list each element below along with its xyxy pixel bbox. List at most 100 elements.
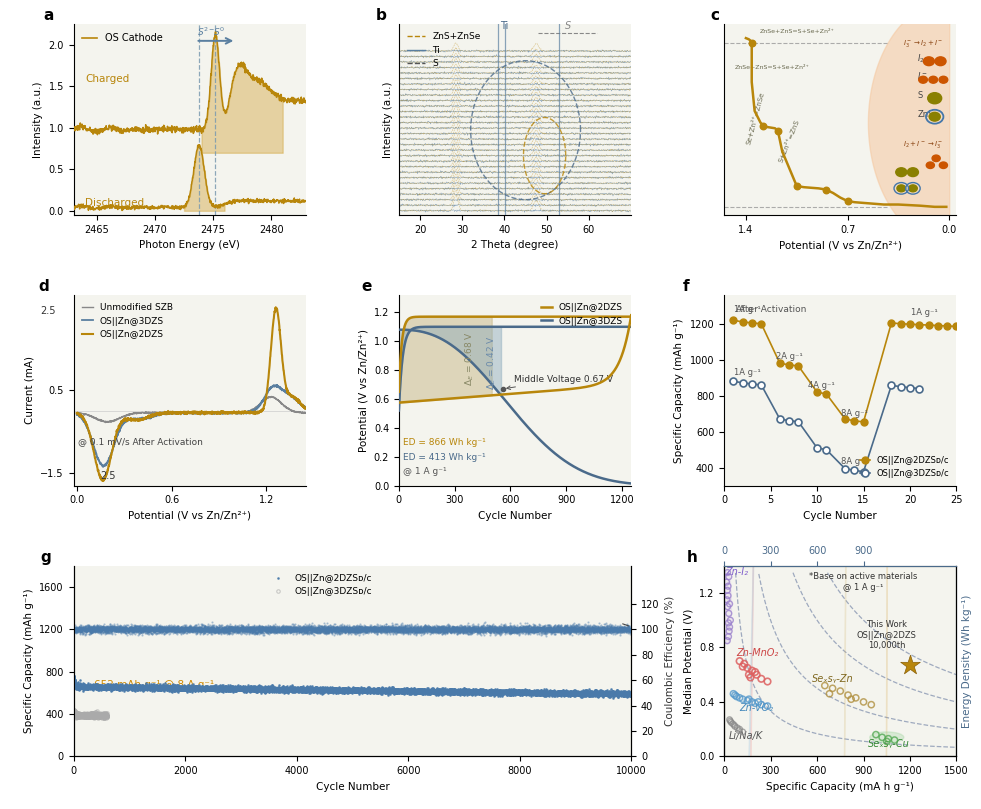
Point [719,593,735,606]
Point [874,731,890,743]
Unmodified SZB [300,408,312,417]
OS||Zn@2DZS [506,311,518,321]
Text: @ 1 A g⁻¹: @ 1 A g⁻¹ [844,583,884,592]
OS||Zn@2DZSᴅ/ᴄ [942,321,954,331]
Point [730,722,746,735]
Text: 2.5: 2.5 [100,472,116,481]
OS||Zn@2DZS [71,409,82,418]
Text: 1A g⁻¹: 1A g⁻¹ [734,305,760,314]
Ellipse shape [724,570,732,644]
OS||Zn@2DZS [500,311,512,321]
OS||Zn@2DZS [300,403,312,413]
OS||Zn@3DZS [110,437,122,447]
Point [719,634,735,647]
Text: $I_3^-$$\rightarrow$$I_2+I^-$: $I_3^-$$\rightarrow$$I_2+I^-$ [903,38,944,49]
Point [744,36,759,49]
Point [721,625,737,637]
Legend: OS Cathode: OS Cathode [78,29,167,47]
OS||Zn@2DZSᴅ/ᴄ [71,681,82,691]
Point [721,616,737,629]
Point [731,724,747,737]
OS||Zn@2DZSᴅ/ᴄ [793,361,804,371]
OS||Zn@3DZS [271,380,283,390]
Point [720,580,736,593]
X-axis label: Potential (V vs Zn/Zn²⁺): Potential (V vs Zn/Zn²⁺) [779,240,902,250]
OS||Zn@3DZSᴅ/ᴄ [83,710,95,720]
Y-axis label: Coulombic Efficiency (%): Coulombic Efficiency (%) [665,596,675,726]
Text: 2.5: 2.5 [40,306,55,316]
OS||Zn@3DZS [499,322,511,332]
X-axis label: Cycle Number: Cycle Number [316,781,389,792]
Point [722,614,738,627]
Point [848,692,863,705]
OS||Zn@3DZS [533,322,544,332]
OS||Zn@3DZSᴅ/ᴄ [728,376,740,386]
Point [741,668,756,681]
Ellipse shape [870,732,904,743]
Text: ED = 413 Wh kg⁻¹: ED = 413 Wh kg⁻¹ [402,453,486,462]
Point [720,600,736,613]
Unmodified SZB [266,392,278,401]
Line: OS||Zn@2DZSᴅ/ᴄ: OS||Zn@2DZSᴅ/ᴄ [73,675,633,699]
OS||Zn@2DZS [110,431,122,441]
Point [855,696,871,709]
OS||Zn@3DZSᴅ/ᴄ [774,414,786,424]
OS||Zn@3DZSᴅ/ᴄ [857,467,869,477]
Point [729,690,745,703]
OS||Zn@2DZS [171,408,182,417]
OS||Zn@2DZSᴅ/ᴄ [595,686,607,696]
Point [745,696,760,709]
Y-axis label: Median Potential (V): Median Potential (V) [684,608,694,714]
Text: Li/Na/K: Li/Na/K [729,731,763,741]
Unmodified SZB [196,408,208,417]
Line: OS||Zn@2DZSᴅ/ᴄ: OS||Zn@2DZSᴅ/ᴄ [730,316,960,426]
OS||Zn@2DZSᴅ/ᴄ [923,320,935,330]
Point [749,668,764,681]
Point [740,662,755,675]
Text: 1A g⁻¹: 1A g⁻¹ [734,368,760,377]
OS||Zn@3DZSᴅ/ᴄ [895,382,906,392]
OS||Zn@3DZSᴅ/ᴄ [913,383,925,393]
OS||Zn@3DZSᴅ/ᴄ [783,416,795,426]
Point [719,584,735,597]
Point [822,688,838,701]
OS||Zn@3DZSᴅ/ᴄ [811,443,823,453]
OS||Zn@2DZSᴅ/ᴄ [178,684,189,694]
Text: Ti: Ti [500,20,509,31]
OS||Zn@2DZS [393,387,405,396]
Point [727,720,743,733]
OS||Zn@3DZSᴅ/ᴄ [886,380,898,390]
Point [759,675,775,688]
OS||Zn@3DZSᴅ/ᴄ [793,417,804,426]
X-axis label: Potential (V vs Zn/Zn²⁺): Potential (V vs Zn/Zn²⁺) [129,511,251,521]
OS||Zn@2DZSᴅ/ᴄ [857,417,869,426]
Point [745,664,760,677]
Text: This Work
OS||Zn@2DZS
10,000th: This Work OS||Zn@2DZS 10,000th [856,621,916,650]
OS||Zn@2DZSᴅ/ᴄ [820,389,832,399]
Text: Charged: Charged [85,74,129,84]
Point [721,607,737,620]
Point [732,692,748,705]
Point [759,700,775,713]
Text: ZnSe+ZnS=S+Se+Zn²⁺: ZnSe+ZnS=S+Se+Zn²⁺ [759,28,834,33]
OS||Zn@2DZS [619,311,631,321]
Point [721,630,737,643]
Point [753,672,769,685]
Point [719,576,735,589]
Circle shape [926,162,935,168]
Point [748,697,763,709]
Text: 652 mAh g⁻¹ @ 8 A g⁻¹: 652 mAh g⁻¹ @ 8 A g⁻¹ [93,680,214,690]
OS||Zn@2DZS [270,303,282,312]
Y-axis label: Intensity (a.u.): Intensity (a.u.) [384,82,393,158]
Point [887,734,903,747]
Text: 8A g⁻¹: 8A g⁻¹ [841,409,867,418]
OS||Zn@3DZS [101,458,113,468]
OS||Zn@2DZSᴅ/ᴄ [913,320,925,329]
OS||Zn@2DZSᴅ/ᴄ [68,674,79,684]
OS||Zn@3DZSᴅ/ᴄ [755,380,767,390]
Point [722,621,738,633]
Text: e: e [362,279,372,294]
OS||Zn@2DZS [97,476,109,485]
OS||Zn@2DZS [405,313,417,323]
Point [825,682,841,695]
